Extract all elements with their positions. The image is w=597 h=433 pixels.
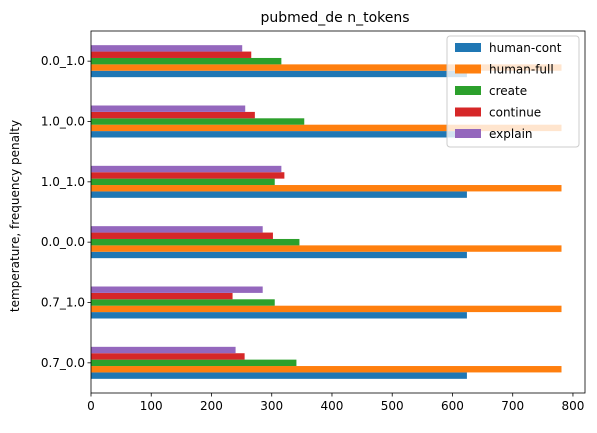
- x-tick-label-200: 200: [200, 399, 223, 413]
- legend-swatch-explain: [455, 129, 481, 138]
- bar-human-cont-0.7_0.0: [91, 372, 467, 379]
- bar-human-cont-0.7_1.0: [91, 312, 467, 319]
- y-tick-label-0.7_1.0: 0.7_1.0: [41, 296, 85, 310]
- bar-human-cont-1.0_0.0: [91, 131, 467, 138]
- legend: human-cont human-full create continue explai…: [446, 35, 580, 148]
- legend-label-continue: continue: [489, 106, 541, 120]
- bar-human-full-0.0_1.0: [91, 64, 562, 71]
- bar-human-full-1.0_1.0: [91, 185, 562, 192]
- plot-frame: [90, 30, 586, 394]
- bar-human-full-0.7_1.0: [91, 305, 562, 313]
- bar-human-cont-0.0_1.0: [91, 70, 467, 78]
- bar-human-cont-1.0_1.0: [91, 191, 467, 198]
- bar-human-cont-0.0_0.0: [91, 251, 467, 259]
- bar-explain-0.7_1.0: [91, 286, 263, 293]
- legend-swatch-human-full: [455, 64, 481, 74]
- x-tick-label-800: 800: [561, 399, 584, 413]
- x-tick-label-100: 100: [140, 399, 163, 413]
- x-tick-label-700: 700: [501, 399, 524, 413]
- bar-explain-1.0_0.0: [91, 105, 246, 112]
- x-tick-label-0: 0: [87, 399, 95, 413]
- legend-label-human-cont: human-cont: [489, 41, 562, 55]
- y-tick-label-1.0_0.0: 1.0_0.0: [41, 115, 85, 129]
- bar-continue-0.0_0.0: [91, 232, 273, 239]
- axes-layer: 0 100 200 300 400 500 600 700 800 0.0_1.0 1.0_0.0 1…: [41, 30, 586, 413]
- y-tick-label-1.0_1.0: 1.0_1.0: [41, 175, 85, 189]
- y-axis-label: temperature, frequency penalty: [8, 120, 22, 312]
- bar-continue-1.0_1.0: [91, 172, 285, 179]
- bar-human-full-0.0_0.0: [91, 245, 562, 252]
- bar-explain-0.0_1.0: [91, 45, 243, 52]
- bar-human-full-1.0_0.0: [91, 124, 562, 132]
- bar-explain-0.7_0.0: [91, 346, 236, 354]
- x-tick-label-400: 400: [321, 399, 344, 413]
- x-tick-label-600: 600: [441, 399, 464, 413]
- y-tick-label-0.0_1.0: 0.0_1.0: [41, 54, 85, 68]
- chart-title: pubmed_de n_tokens: [260, 10, 409, 26]
- bar-explain-0.0_0.0: [91, 226, 263, 233]
- bar-create-0.7_1.0: [91, 299, 275, 306]
- legend-swatch-create: [455, 86, 481, 95]
- bar-continue-0.0_1.0: [91, 51, 252, 58]
- bar-create-0.0_0.0: [91, 238, 300, 246]
- x-tick-label-500: 500: [381, 399, 404, 413]
- legend-swatch-human-cont: [455, 43, 481, 52]
- legend-label-create: create: [489, 84, 527, 98]
- bar-create-1.0_1.0: [91, 178, 275, 186]
- bar-continue-1.0_0.0: [91, 111, 255, 119]
- bar-create-0.7_0.0: [91, 359, 297, 367]
- y-tick-label-0.7_0.0: 0.7_0.0: [41, 356, 85, 370]
- y-tick-label-0.0_0.0: 0.0_0.0: [41, 235, 85, 249]
- bar-human-full-0.7_0.0: [91, 366, 562, 373]
- bar-create-0.0_1.0: [91, 57, 282, 65]
- bar-continue-0.7_0.0: [91, 353, 245, 360]
- x-tick-label-300: 300: [260, 399, 283, 413]
- legend-box: [446, 35, 580, 148]
- bar-explain-1.0_1.0: [91, 165, 282, 173]
- legend-swatch-continue: [455, 107, 481, 117]
- legend-label-human-full: human-full: [489, 63, 554, 77]
- bars-layer: [91, 45, 562, 379]
- bar-create-1.0_0.0: [91, 118, 305, 125]
- legend-label-explain: explain: [489, 127, 533, 141]
- bar-continue-0.7_1.0: [91, 292, 233, 300]
